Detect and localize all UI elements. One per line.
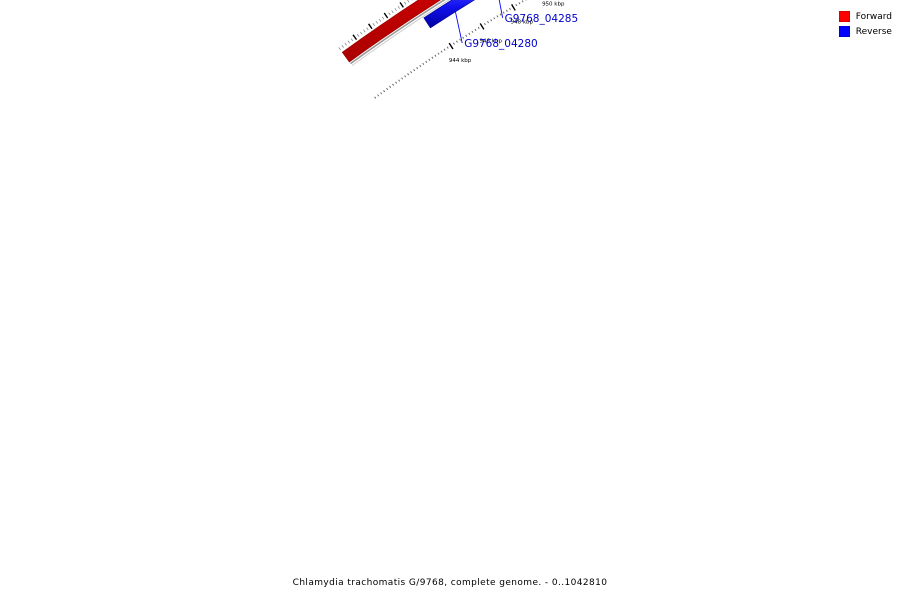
scale-minor-tick <box>398 79 401 82</box>
outer-tick-mark <box>391 10 394 14</box>
major-tick-mark <box>352 34 358 41</box>
scale-minor-tick <box>465 34 468 37</box>
scale-minor-tick <box>380 92 383 95</box>
scale-minor-tick <box>410 71 413 74</box>
legend-item-forward: Forward <box>838 9 892 24</box>
legend-label-forward: Forward <box>855 11 892 22</box>
scale-minor-tick <box>434 54 437 57</box>
scale-minor-tick <box>401 77 404 80</box>
outer-tick-mark <box>378 18 382 22</box>
scale-minor-tick <box>502 11 505 14</box>
scale-minor-tick <box>419 64 422 68</box>
outer-tick-mark <box>360 31 363 35</box>
genes-layer <box>423 0 475 29</box>
scale-minor-tick <box>462 36 465 39</box>
major-tick-mark <box>383 12 389 19</box>
scale-minor-tick <box>459 38 462 41</box>
major-tick-mark <box>399 2 404 8</box>
reverse-gene-label: G9768_04285 <box>505 13 579 25</box>
outer-tick-mark <box>350 38 354 42</box>
outer-tick-mark <box>344 42 347 46</box>
reverse-swatch <box>838 26 850 37</box>
legend: Forward Reverse <box>838 9 892 39</box>
outer-tick-mark <box>356 33 360 37</box>
outer-tick-mark <box>341 44 344 48</box>
forward-track <box>341 0 442 63</box>
scale-minor-tick <box>509 7 511 10</box>
outer-tick-mark <box>375 20 379 24</box>
major-tick-mark <box>368 23 373 30</box>
scale-minor-tick <box>518 2 521 5</box>
scale-tick-label: 948 kbp <box>511 20 534 26</box>
scale-minor-tick <box>404 75 407 78</box>
scale-major-tick <box>511 4 516 11</box>
scale-minor-tick <box>386 87 389 91</box>
scale-minor-tick <box>471 30 474 33</box>
scale-minor-tick <box>437 52 440 55</box>
scale-tick-label: 946 kbp <box>480 38 503 44</box>
scale-minor-tick <box>452 42 455 45</box>
outer-tick-mark <box>407 0 410 3</box>
scale-minor-tick <box>474 28 477 31</box>
scale-minor-tick <box>383 90 386 93</box>
outer-tick-mark <box>366 27 369 31</box>
scale-minor-tick <box>496 15 499 18</box>
scale-minor-tick <box>413 68 416 72</box>
outer-tick-mark <box>394 8 397 12</box>
scale-minor-tick <box>392 83 395 86</box>
scale-tick-label: 950 kbp <box>542 1 565 7</box>
scale-minor-tick <box>431 56 434 59</box>
genome-backbone-shadow <box>351 0 450 67</box>
reverse-gene-block <box>423 0 475 29</box>
outer-tick-mark <box>403 1 407 5</box>
scale-minor-tick <box>374 96 377 99</box>
outer-tick-mark <box>363 29 366 33</box>
outer-tick-mark <box>397 5 400 9</box>
scale-minor-tick <box>487 21 489 24</box>
outer-tick-mark <box>372 23 375 26</box>
scale-minor-tick <box>499 13 502 16</box>
scale-tick-label: 944 kbp <box>449 58 472 64</box>
outer-tick-mark <box>381 16 385 20</box>
forward-swatch <box>838 11 850 22</box>
reverse-gene-label: G9768_04280 <box>464 38 538 50</box>
scale-minor-tick <box>440 50 443 53</box>
outer-tick-mark <box>338 47 341 51</box>
scale-minor-tick <box>407 73 410 76</box>
legend-item-reverse: Reverse <box>838 24 892 39</box>
reverse-gene-leader <box>498 0 504 19</box>
scale-minor-tick <box>490 19 493 22</box>
reverse-gene-leader <box>455 11 463 44</box>
scale-major-tick <box>448 42 454 50</box>
outer-tick-mark <box>388 12 391 16</box>
scale-minor-tick <box>455 40 458 43</box>
scale-minor-tick <box>443 48 446 51</box>
genome-title: Chlamydia trachomatis G/9768, complete g… <box>292 578 608 588</box>
scale-minor-tick <box>493 17 496 20</box>
scale-minor-tick <box>425 60 428 63</box>
scale-major-tick <box>479 23 485 30</box>
gene-labels-layer: G9768_04280G9768_04285G9768_04310G9768_0… <box>455 0 579 50</box>
scale-minor-tick <box>428 58 431 61</box>
scale-minor-tick <box>515 3 518 7</box>
scale-minor-tick <box>446 46 449 49</box>
scale-minor-tick <box>468 32 471 35</box>
scale-minor-tick <box>477 26 480 30</box>
backbone-layer <box>338 0 450 67</box>
scale-minor-tick <box>483 22 486 26</box>
scale-minor-tick <box>505 9 508 12</box>
genome-backbone <box>350 0 446 65</box>
scale-minor-tick <box>422 62 425 66</box>
legend-label-reverse: Reverse <box>855 26 892 37</box>
scale-minor-tick <box>377 94 380 97</box>
scale-minor-tick <box>521 0 524 3</box>
outer-tick-mark <box>347 40 351 44</box>
scale-minor-tick <box>389 85 392 89</box>
scale-minor-tick <box>395 81 398 84</box>
scale-minor-tick <box>416 66 419 70</box>
